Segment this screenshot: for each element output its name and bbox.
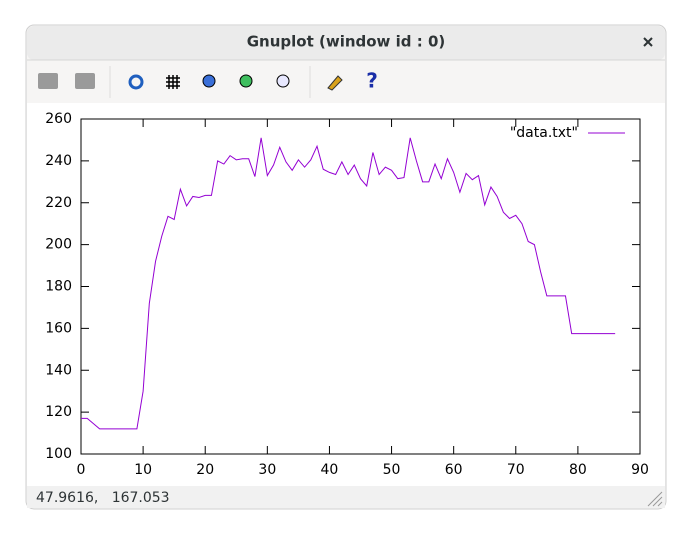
grid-icon bbox=[166, 75, 180, 89]
zoom-prev-button[interactable] bbox=[202, 74, 216, 88]
y-tick-label: 100 bbox=[45, 446, 72, 462]
grid-button[interactable] bbox=[166, 75, 180, 89]
status-text: 47.9616, 167.053 bbox=[36, 490, 170, 506]
x-tick-label: 70 bbox=[507, 462, 525, 478]
title-bar bbox=[27, 26, 665, 60]
zoom-next-button[interactable] bbox=[239, 74, 253, 88]
replot-button[interactable] bbox=[128, 74, 144, 90]
y-tick-label: 260 bbox=[45, 111, 72, 127]
legend-label: "data.txt" bbox=[510, 125, 578, 141]
toolbar: ? bbox=[38, 66, 378, 98]
x-tick-label: 20 bbox=[196, 462, 214, 478]
y-tick-label: 160 bbox=[45, 320, 72, 336]
print-button[interactable] bbox=[75, 73, 95, 89]
help-button[interactable]: ? bbox=[366, 69, 378, 93]
y-tick-label: 240 bbox=[45, 153, 72, 169]
data-line bbox=[81, 137, 616, 430]
x-tick-label: 0 bbox=[77, 462, 86, 478]
window-title: Gnuplot (window id : 0) bbox=[247, 33, 446, 51]
x-tick-label: 30 bbox=[258, 462, 276, 478]
x-tick-label: 40 bbox=[321, 462, 339, 478]
y-tick-label: 200 bbox=[45, 237, 72, 253]
y-tick-label: 120 bbox=[45, 404, 72, 420]
x-tick-label: 50 bbox=[383, 462, 401, 478]
autoscale-button[interactable] bbox=[276, 74, 290, 88]
y-tick-label: 180 bbox=[45, 279, 72, 295]
x-tick-label: 90 bbox=[631, 462, 649, 478]
x-tick-label: 60 bbox=[445, 462, 463, 478]
copy-button[interactable] bbox=[38, 73, 58, 89]
close-button[interactable] bbox=[643, 37, 653, 47]
x-tick-label: 80 bbox=[569, 462, 587, 478]
close-icon bbox=[643, 37, 653, 47]
x-tick-label: 10 bbox=[134, 462, 152, 478]
status-bar bbox=[27, 486, 665, 508]
plot: 100 120 140 160 180 200 220 240 260 0 10 20 30 40 50 60… bbox=[45, 111, 649, 478]
resize-grip bbox=[647, 491, 663, 507]
y-tick-label: 140 bbox=[45, 362, 72, 378]
settings-button[interactable] bbox=[327, 75, 343, 91]
plot-canvas bbox=[27, 103, 665, 486]
y-tick-label: 220 bbox=[45, 195, 72, 211]
